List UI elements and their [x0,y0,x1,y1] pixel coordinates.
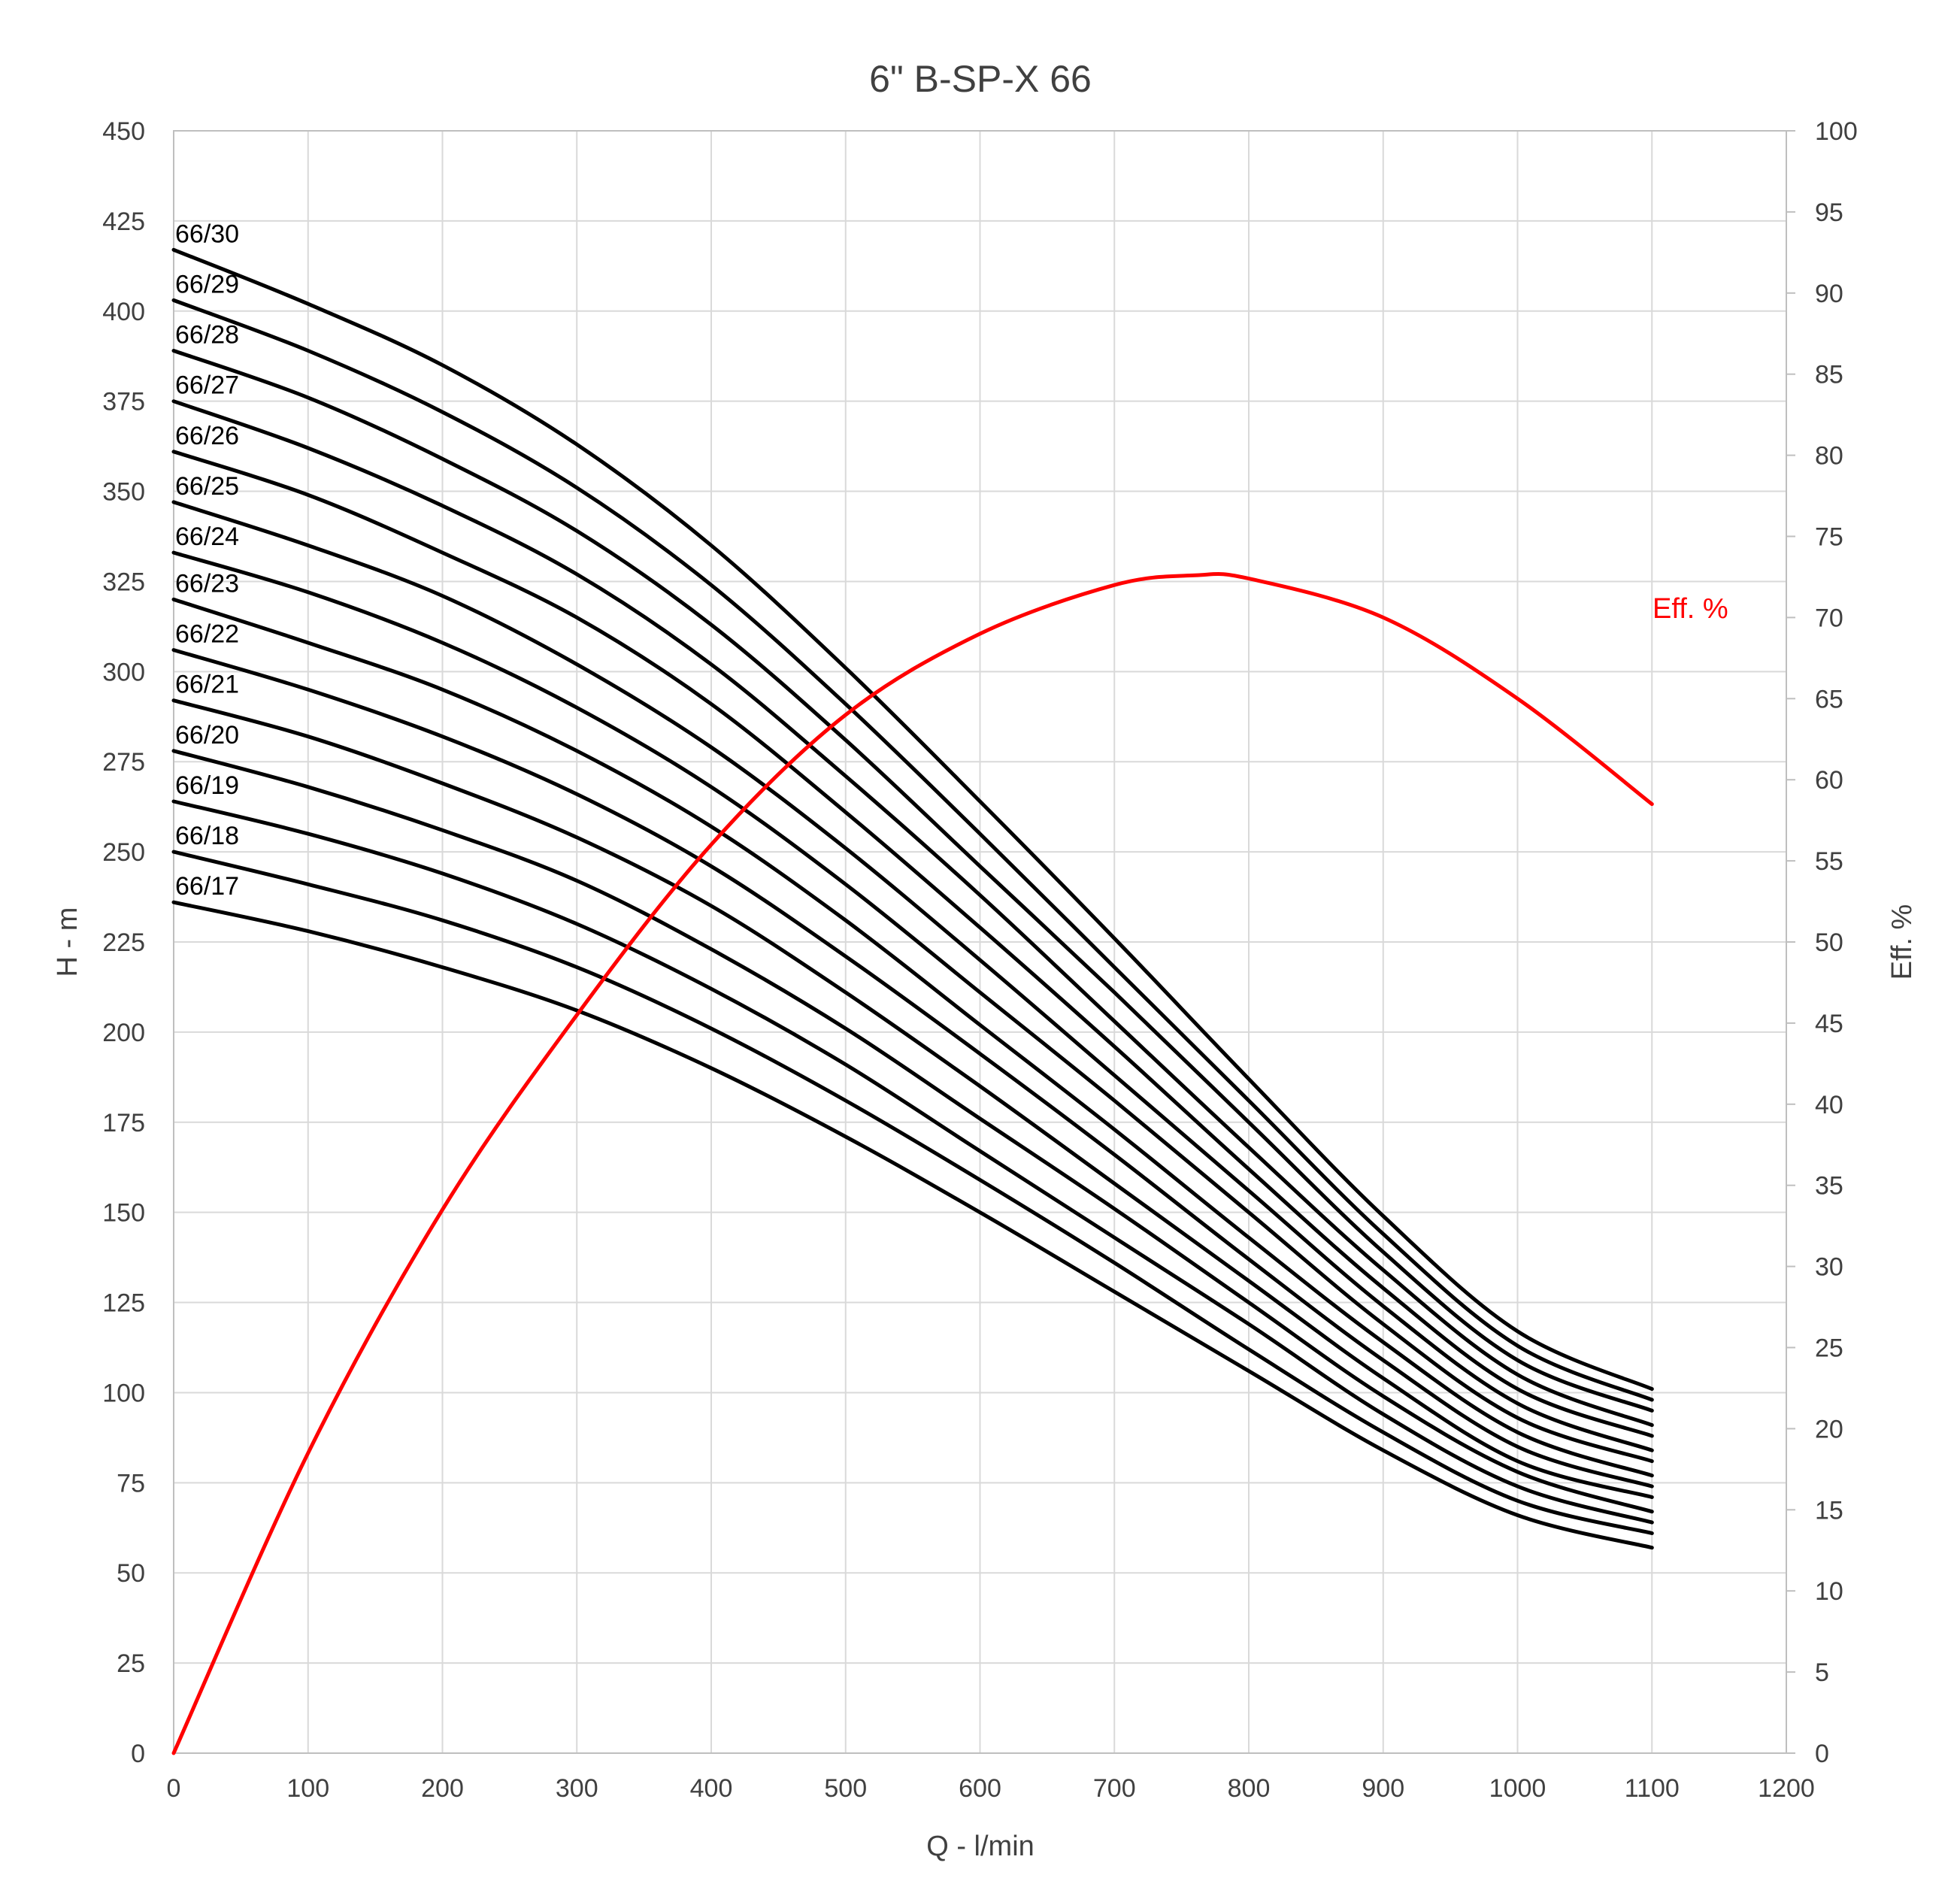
curve-label-66-28: 66/28 [175,321,239,350]
x-axis-title: Q - l/min [926,1831,1035,1862]
x-tick-label: 600 [959,1774,1001,1803]
y-tick-label: 200 [102,1019,145,1047]
y2-axis-ticks: 0 5 10 15 20 25 30 35 40 45 50 55 60 65 70 75 80 85 90 95 10… [1786,117,1858,1768]
y-tick-label: 100 [102,1379,145,1407]
y2-tick-label: 10 [1815,1577,1843,1606]
y2-tick-label: 40 [1815,1091,1843,1119]
y2-tick-label: 65 [1815,685,1843,713]
head-curve-66-21 [171,698,1654,1499]
x-tick-label: 100 [286,1774,329,1803]
y2-tick-label: 90 [1815,280,1843,308]
x-tick-label: 1200 [1758,1774,1815,1803]
y-tick-label: 450 [102,117,145,146]
y2-tick-label: 60 [1815,766,1843,795]
y2-tick-label: 75 [1815,523,1843,552]
y-tick-label: 175 [102,1109,145,1137]
y2-tick-label: 55 [1815,847,1843,876]
curve-label-66-30: 66/30 [175,220,239,248]
x-tick-label: 700 [1093,1774,1136,1803]
y-tick-label: 0 [131,1740,145,1768]
efficiency-curve-group [171,571,1654,1755]
curve-label-66-26: 66/26 [175,422,239,450]
y2-tick-label: 35 [1815,1172,1843,1201]
y2-tick-label: 95 [1815,198,1843,227]
y-tick-label: 50 [117,1559,145,1588]
head-curves [171,247,1654,1550]
y2-axis-title: Eff. % [1886,904,1918,980]
y-tick-label: 25 [117,1649,145,1678]
x-tick-label: 500 [824,1774,867,1803]
head-curve-66-29 [171,298,1654,1402]
x-tick-label: 300 [556,1774,598,1803]
x-tick-label: 200 [421,1774,464,1803]
head-curve-66-24 [171,550,1654,1464]
curve-label-66-27: 66/27 [175,371,239,400]
curve-label-66-21: 66/21 [175,671,239,699]
head-curve-66-18 [171,850,1654,1535]
head-curve-66-22 [171,648,1654,1489]
x-tick-label: 1000 [1489,1774,1546,1803]
y2-tick-label: 5 [1815,1658,1829,1687]
x-tick-label: 400 [690,1774,733,1803]
x-tick-label: 0 [167,1774,181,1803]
y2-tick-label: 70 [1815,604,1843,632]
curve-label-66-23: 66/23 [175,569,239,598]
x-tick-label: 800 [1228,1774,1271,1803]
x-tick-label: 900 [1362,1774,1404,1803]
y-tick-label: 275 [102,748,145,777]
y2-tick-label: 45 [1815,1010,1843,1038]
head-curve-66-27 [171,399,1654,1428]
y2-tick-label: 20 [1815,1415,1843,1443]
y-axis-ticks: 0 25 50 75 100 125 150 175 200 225 250 275 300 325 350… [102,117,145,1768]
y-tick-label: 225 [102,928,145,957]
x-tick-label: 1100 [1625,1774,1680,1803]
y-tick-label: 425 [102,207,145,236]
curve-label-66-29: 66/29 [175,270,239,298]
curve-label-66-25: 66/25 [175,472,239,501]
head-curve-66-19 [171,799,1654,1525]
y-tick-label: 325 [102,568,145,596]
curve-label-66-20: 66/20 [175,721,239,750]
curve-label-66-22: 66/22 [175,620,239,649]
y2-tick-label: 25 [1815,1334,1843,1363]
y2-tick-label: 0 [1815,1740,1829,1768]
efficiency-curve [171,571,1654,1755]
y2-tick-label: 85 [1815,361,1843,389]
head-curve-66-17 [171,900,1654,1550]
x-axis-ticks: 0 100 200 300 400 500 600 700 800 900 1000 1100 1200 [167,1774,1815,1803]
y-tick-label: 75 [117,1469,145,1498]
curve-label-66-18: 66/18 [175,822,239,850]
curve-label-66-17: 66/17 [175,872,239,901]
head-curve-66-25 [171,500,1654,1452]
efficiency-curve-label: Eff. % [1653,593,1728,625]
curve-label-66-24: 66/24 [175,522,239,551]
y-tick-label: 375 [102,388,145,416]
y-tick-label: 250 [102,838,145,867]
y-tick-label: 150 [102,1199,145,1228]
y-tick-label: 350 [102,478,145,507]
y2-tick-label: 100 [1815,117,1858,146]
head-curve-66-23 [171,597,1654,1478]
y2-tick-label: 50 [1815,928,1843,957]
head-curve-66-20 [171,749,1654,1514]
y-tick-label: 300 [102,658,145,686]
head-curve-66-28 [171,349,1654,1413]
chart-title: 6" B-SP-X 66 [869,58,1092,100]
head-curve-66-30 [171,247,1654,1392]
y-tick-label: 125 [102,1289,145,1318]
y2-tick-label: 80 [1815,442,1843,471]
y2-tick-label: 30 [1815,1253,1843,1282]
curve-labels: 66/30 66/29 66/28 66/27 66/26 66/25 66/24 66/23… [175,220,239,901]
y-axis-title: H - m [52,907,83,977]
y-tick-label: 400 [102,298,145,326]
y2-tick-label: 15 [1815,1496,1843,1525]
curve-label-66-19: 66/19 [175,771,239,800]
head-curve-66-26 [171,450,1654,1438]
